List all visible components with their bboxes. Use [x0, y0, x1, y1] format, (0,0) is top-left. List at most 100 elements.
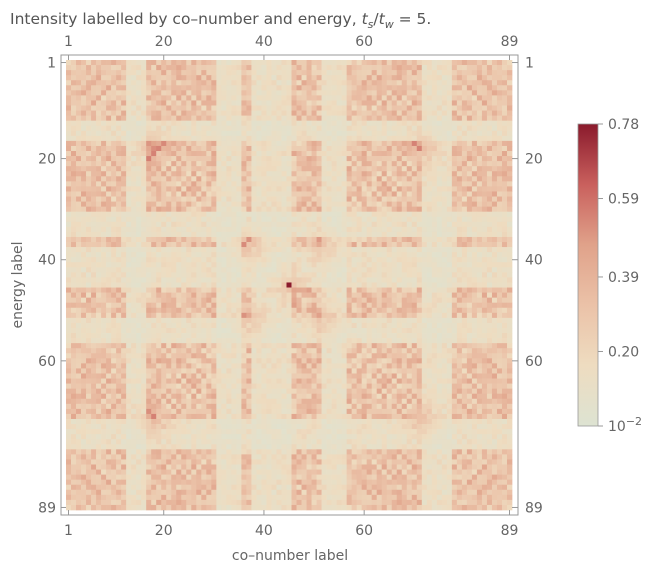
heatmap-cell	[196, 135, 202, 142]
heatmap-cell	[216, 327, 222, 334]
heatmap-cell	[321, 100, 327, 106]
heatmap-cell	[291, 156, 297, 162]
heatmap-cell	[456, 307, 463, 314]
heatmap-cell	[221, 130, 227, 137]
heatmap-cell	[276, 171, 282, 177]
heatmap-cell	[141, 161, 147, 167]
heatmap-cell	[321, 257, 327, 263]
heatmap-cell	[351, 307, 358, 314]
heatmap-cell	[381, 105, 388, 111]
heatmap-cell	[71, 85, 77, 91]
heatmap-cell	[396, 156, 403, 162]
heatmap-cell	[276, 322, 282, 329]
heatmap-cell	[66, 272, 72, 278]
heatmap-cell	[401, 60, 408, 66]
heatmap-cell	[431, 125, 438, 132]
heatmap-cell	[416, 333, 423, 339]
heatmap-cell	[171, 196, 177, 202]
heatmap-cell	[121, 211, 127, 218]
heatmap-cell	[206, 206, 212, 213]
heatmap-cell	[231, 257, 237, 263]
heatmap-cell	[91, 130, 97, 137]
heatmap-cell	[486, 70, 493, 76]
heatmap-cell	[71, 272, 77, 278]
heatmap-cell	[71, 130, 77, 137]
heatmap-cell	[206, 60, 212, 66]
heatmap-cell	[251, 252, 257, 258]
heatmap-cell	[436, 242, 443, 248]
heatmap-cell	[471, 130, 478, 137]
heatmap-cell	[241, 151, 247, 157]
heatmap-cell	[316, 252, 322, 258]
heatmap-cell	[471, 115, 478, 122]
heatmap-cell	[281, 287, 287, 293]
heatmap-cell	[416, 70, 423, 76]
heatmap-cell	[346, 292, 352, 298]
heatmap-cell	[406, 267, 413, 273]
heatmap-cell	[501, 327, 508, 334]
heatmap-cell	[276, 302, 282, 309]
heatmap-cell	[461, 262, 468, 268]
heatmap-cell	[331, 262, 337, 268]
heatmap-cell	[376, 110, 383, 116]
heatmap-cell	[401, 307, 408, 314]
heatmap-cell	[421, 327, 428, 334]
heatmap-cell	[261, 130, 267, 137]
heatmap-cell	[151, 135, 157, 142]
heatmap-cell	[166, 140, 172, 147]
heatmap-cell	[306, 297, 312, 304]
heatmap-cell	[346, 75, 352, 81]
heatmap-cell	[136, 125, 142, 132]
heatmap-cell	[126, 171, 132, 177]
heatmap-cell	[431, 247, 438, 253]
heatmap-cell	[306, 135, 312, 142]
heatmap-cell	[496, 287, 503, 293]
heatmap-cell	[371, 333, 378, 339]
heatmap-cell	[261, 60, 267, 66]
heatmap-cell	[421, 115, 428, 122]
heatmap-cell	[481, 110, 488, 116]
heatmap-cell	[491, 135, 498, 142]
heatmap-cell	[131, 140, 137, 147]
heatmap-cell	[436, 272, 443, 278]
heatmap-cell	[491, 327, 498, 334]
heatmap-cell	[76, 125, 82, 132]
heatmap-cell	[351, 312, 358, 319]
heatmap-cell	[436, 70, 443, 76]
heatmap-cell	[386, 272, 393, 278]
heatmap-cell	[101, 252, 107, 258]
heatmap-cell	[221, 135, 227, 142]
heatmap-cell	[381, 166, 388, 172]
heatmap-cell	[96, 171, 102, 177]
heatmap-cell	[386, 338, 393, 344]
heatmap-cell	[461, 105, 468, 111]
heatmap-cell	[401, 100, 408, 106]
heatmap-cell	[386, 257, 393, 263]
heatmap-cell	[131, 166, 137, 172]
heatmap-cell	[131, 267, 137, 273]
heatmap-cell	[246, 211, 252, 218]
heatmap-cell	[376, 257, 383, 263]
heatmap-cell	[121, 156, 127, 162]
heatmap-cell	[291, 292, 297, 298]
heatmap-cell	[406, 277, 413, 283]
heatmap-cell	[491, 201, 498, 207]
heatmap-cell	[286, 287, 292, 293]
heatmap-cell	[486, 125, 493, 132]
heatmap-cell	[141, 221, 147, 228]
heatmap-cell	[191, 151, 197, 157]
heatmap-cell	[236, 236, 242, 243]
heatmap-cell	[81, 333, 87, 339]
heatmap-cell	[426, 176, 433, 182]
heatmap-cell	[216, 322, 222, 329]
heatmap-cell	[226, 70, 232, 76]
heatmap-cell	[301, 70, 307, 76]
heatmap-cell	[491, 85, 498, 91]
heatmap-cell	[391, 297, 398, 304]
heatmap-cell	[106, 80, 112, 86]
heatmap-cell	[211, 307, 217, 314]
heatmap-cell	[86, 115, 92, 122]
heatmap-cell	[241, 221, 247, 228]
heatmap-cell	[86, 80, 92, 86]
heatmap-cell	[176, 196, 182, 202]
